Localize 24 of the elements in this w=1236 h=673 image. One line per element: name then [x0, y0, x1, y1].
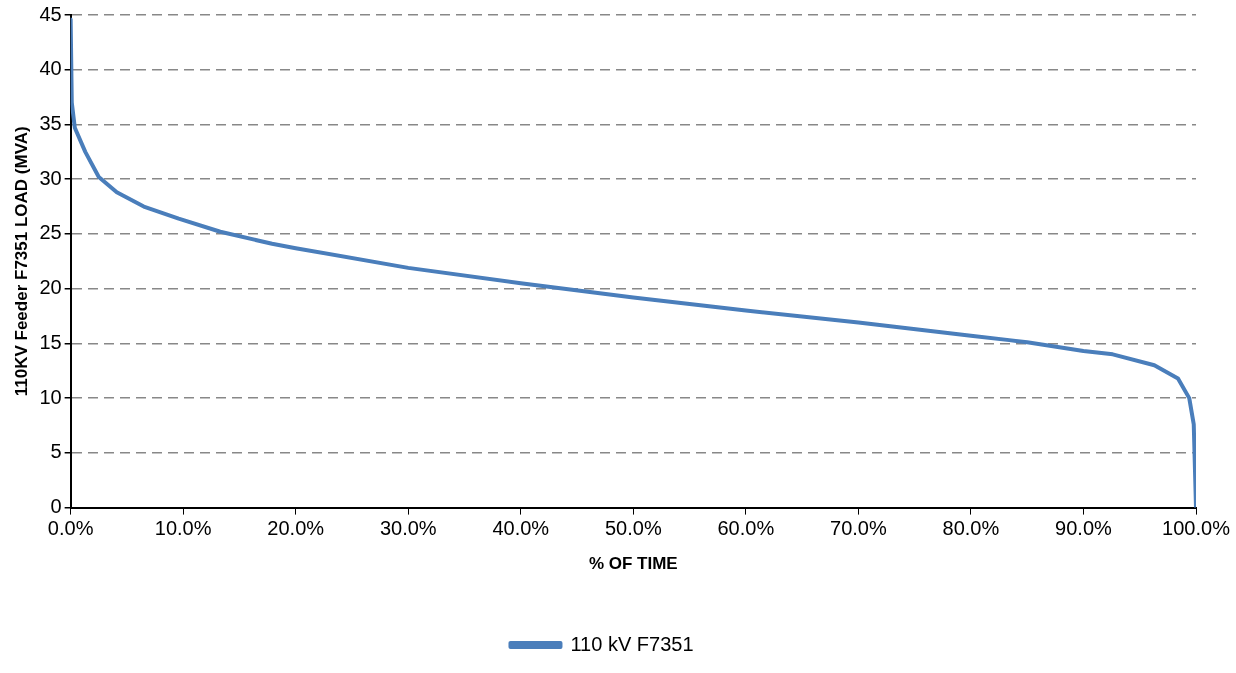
y-tick-label: 5: [50, 440, 62, 463]
x-tick-label: 100.0%: [1162, 517, 1231, 540]
y-tick-label: 30: [39, 166, 62, 189]
y-tick-label: 15: [39, 330, 62, 353]
y-tick-label: 10: [39, 385, 62, 408]
x-tick-label: 30.0%: [379, 517, 437, 540]
y-tick-label: 25: [39, 221, 62, 244]
y-tick-label: 35: [39, 111, 62, 134]
x-tick-label: 0.0%: [47, 517, 94, 540]
x-tick-label: 90.0%: [1055, 517, 1113, 540]
x-axis-title: % OF TIME: [588, 554, 678, 574]
y-tick-label: 45: [39, 2, 62, 25]
x-tick-label: 10.0%: [154, 517, 212, 540]
y-tick-label: 0: [50, 495, 62, 518]
x-tick-label: 40.0%: [492, 517, 550, 540]
y-tick-label: 40: [39, 57, 62, 80]
y-tick-label: 20: [39, 276, 62, 299]
x-tick-label: 70.0%: [830, 517, 887, 540]
x-tick-label: 50.0%: [604, 517, 662, 540]
x-tick-label: 60.0%: [717, 517, 775, 540]
y-axis-title: 110KV Feeder F7351 LOAD (MVA): [11, 126, 31, 397]
x-tick-label: 80.0%: [942, 517, 1000, 540]
x-tick-label: 20.0%: [267, 517, 325, 540]
legend-label: 110 kV F7351: [570, 632, 694, 655]
